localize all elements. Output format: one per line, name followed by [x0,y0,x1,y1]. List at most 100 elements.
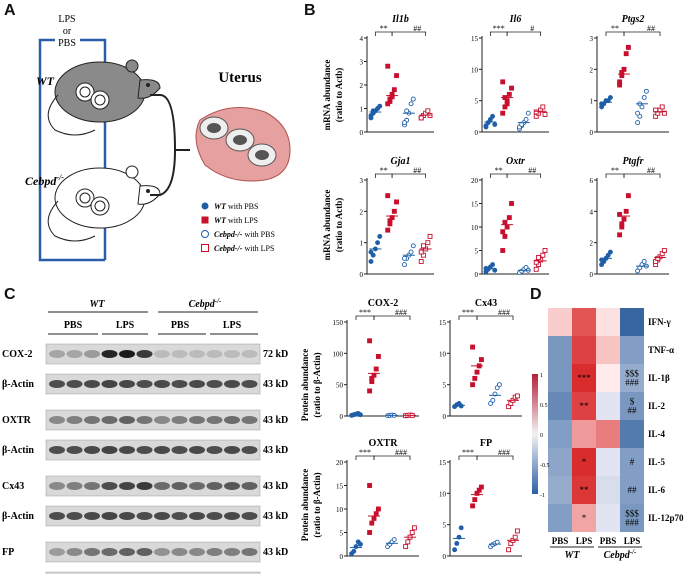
heatmap-cell [572,476,596,504]
uterus-label: Uterus [218,70,261,86]
blot-group-3: LPS [223,320,242,331]
sig-label: ** [495,166,503,175]
legend-text-wt-pbs: WT with PBS [214,202,258,211]
y-tick-label: 0 [360,129,364,137]
sig-label: ### [395,448,407,457]
y-tick-label: 2 [590,66,594,74]
blot-band [189,350,205,358]
heatmap-cell [548,504,572,532]
heatmap-cell [572,336,596,364]
data-point [409,530,415,535]
y-tick-label: 2 [360,208,364,216]
blot-band [84,416,100,424]
blot-kd-label: 72 kD [263,349,288,360]
blot-kd-label: 43 kD [263,481,288,492]
data-point [504,101,510,107]
sig-label: *** [462,308,474,317]
blot-band [49,416,65,424]
heatmap-row-label: IL-12p70 [648,513,684,523]
blot-band [241,548,258,556]
heatmap-cell [620,476,644,504]
data-point [500,229,506,235]
blot-band [136,380,153,388]
heatmap-row-label: IL-1β [648,373,670,383]
panel-letter-a: A [4,2,16,19]
data-point [533,266,539,272]
data-point [458,525,464,531]
uterus-icon [195,107,291,182]
ko-label: Cebpd-/- [25,173,64,188]
brace-connector [150,94,190,196]
blot-band [66,482,83,490]
blot-band [101,512,118,520]
blot-band [189,512,205,520]
data-point [502,219,508,225]
heatmap-cell [596,420,620,448]
data-point [411,525,417,531]
heatmap-cell [548,448,572,476]
sig-label: ** [611,166,619,175]
heatmap-cell [596,336,620,364]
heatmap-cell [548,336,572,364]
y-tick-label: 2 [360,82,364,90]
blot-band [206,446,223,454]
data-point [617,232,623,238]
treatment-label-1: LPS [58,14,75,25]
y-tick-label: 15 [439,319,447,327]
blot-band [171,512,188,520]
plot-title: Ptgs2 [622,14,645,25]
data-point [367,483,373,488]
blot-band [66,548,83,556]
sig-label: *** [493,24,505,33]
y-tick-label: 5 [475,248,479,256]
sig-label: ## [413,166,421,175]
y-tick-label: 100 [333,350,344,358]
data-point [635,110,641,116]
y-tick-label: 5 [340,530,344,538]
data-point [635,120,641,126]
blot-ko-label: Cebpd-/- [189,297,222,310]
heatmap-cell [620,392,644,420]
data-point [540,252,546,258]
data-point [661,248,667,253]
data-point [425,108,431,114]
blot-band [66,446,83,454]
data-point [525,110,531,116]
heatmap-cell [596,392,620,420]
y-tick-label: 50 [336,382,344,390]
panel-b-ylabel-top: mRNA abundance (ratio to Actb) [322,60,344,131]
blot-band [49,482,65,490]
blot-band [241,416,258,424]
data-point [357,541,363,547]
plot-title: FP [480,438,492,449]
data-point [625,193,631,199]
y-tick-label: 1 [590,98,594,106]
blot-band [136,548,153,556]
data-point [641,259,647,264]
blot-band [224,416,240,424]
genotype-bracket [38,38,105,262]
blot-membrane [45,373,261,395]
blot-band [84,350,100,358]
blot-band [224,350,240,358]
data-point [391,208,397,214]
treatment-label-2: or [63,26,72,37]
y-tick-label: 2 [590,240,594,248]
data-point [506,215,512,221]
data-point [385,63,391,69]
heatmap-col-label: PBS [600,536,617,546]
y-tick-label: 15 [471,35,479,43]
heatmap-cell [572,392,596,420]
blot-label: OXTR [2,415,32,426]
y-tick-label: 10 [439,350,447,358]
y-tick-label: 0 [443,413,447,421]
data-point [504,224,510,230]
blot-kd-label: 43 kD [263,511,288,522]
blot-band [66,380,83,388]
y-tick-label: 0 [340,553,344,561]
data-point [490,397,496,403]
data-point [472,375,478,381]
plot-title: Il6 [509,14,522,25]
heatmap-group-ko-sup: -/- [630,548,637,556]
blot-band [49,380,65,388]
